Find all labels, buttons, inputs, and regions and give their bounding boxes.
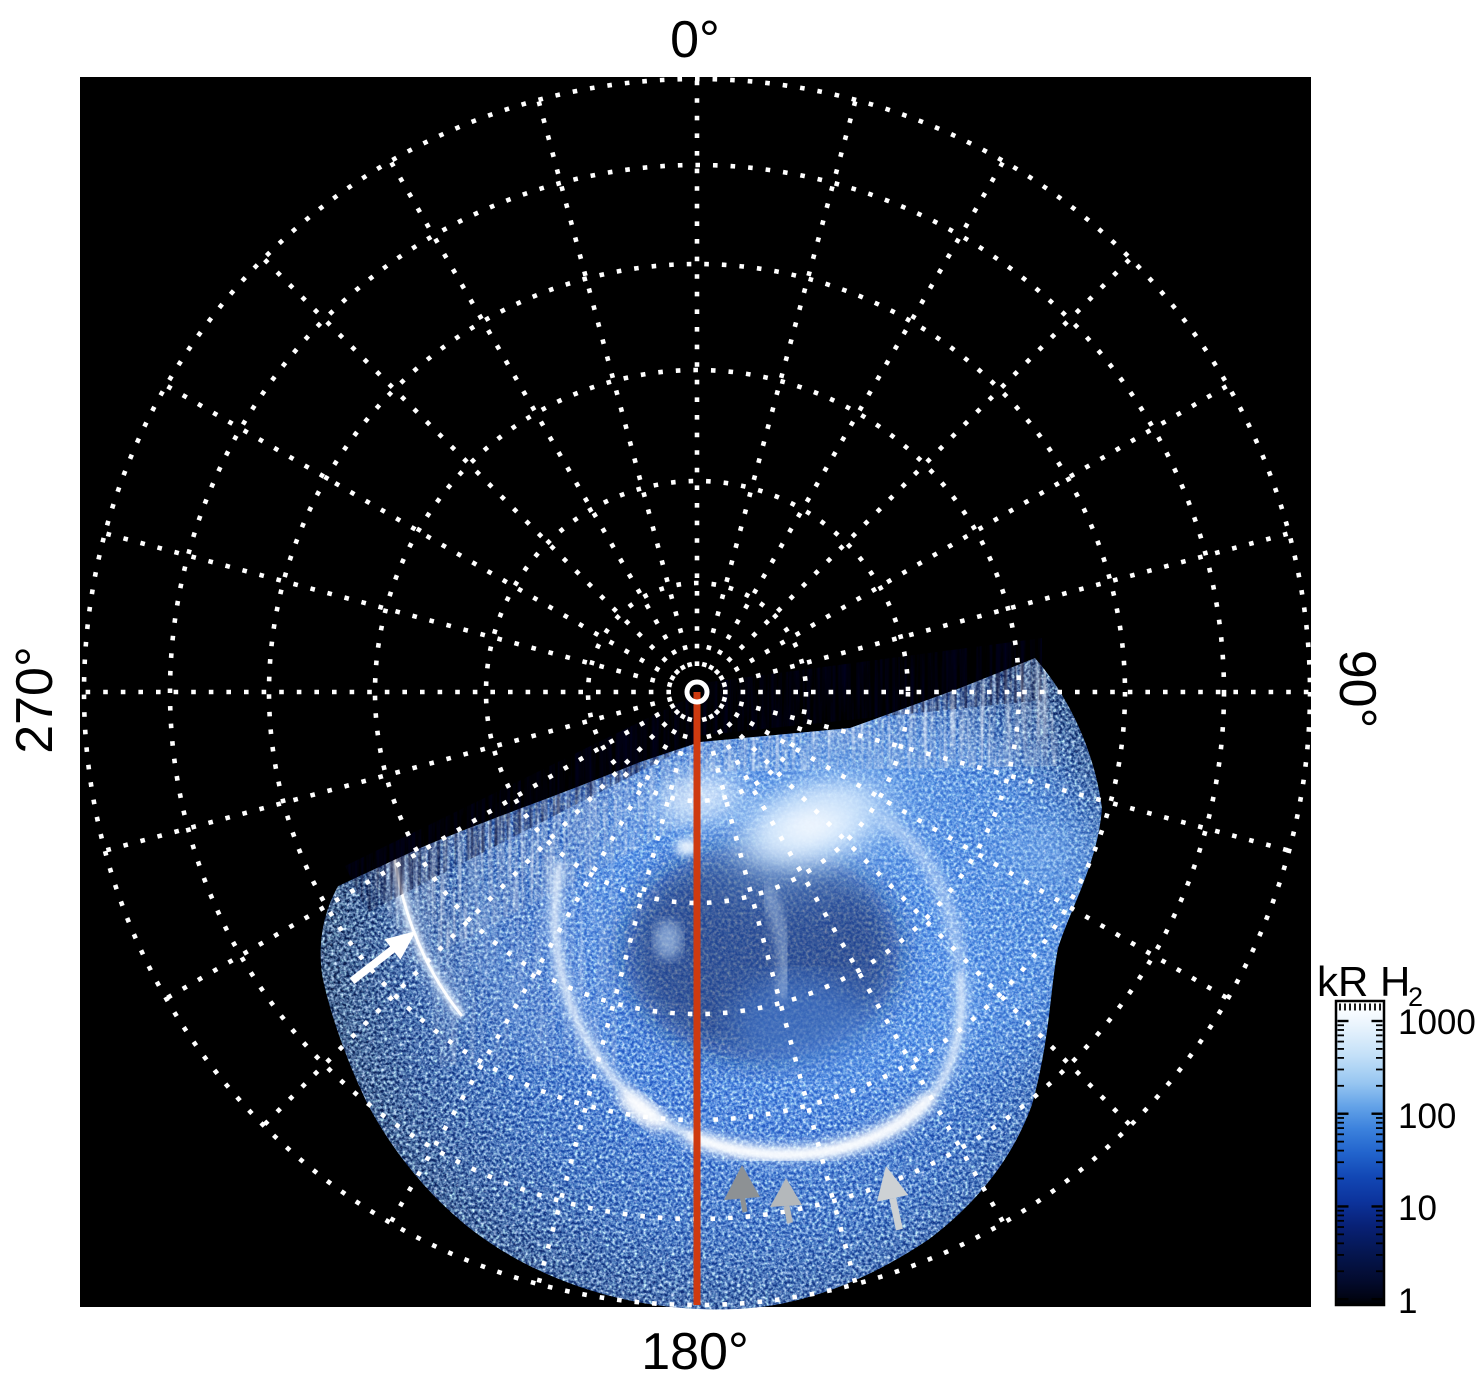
bottom-arrow-gray-icon [770,1178,802,1224]
axis-label-180deg: 180° [641,1323,749,1381]
axis-label-270deg: 270° [6,646,64,754]
aurora-right-arc [878,813,966,969]
colorbar-title: kR H [1317,958,1410,1005]
axis-label-90deg: 90° [1328,650,1386,729]
colorbar-ticks [1337,1003,1383,1301]
aurora-top-faint-arc [664,795,882,831]
colorbar-frame [1334,999,1386,1307]
aurora-patch-lower-mid [730,976,874,1068]
grid-ring [81,76,1313,1308]
grid-ring [585,580,809,804]
colorbar-title-subscript: 2 [1408,982,1423,1012]
pole-marker [684,679,710,705]
dusk-arc-arrow-white-icon [349,931,416,984]
bottom-arrowhead-gray-icon [724,1165,760,1213]
aurora-blob-oval-bottom [618,1090,666,1130]
grid-ring [483,478,911,906]
colorbar-tick-label-100: 100 [1398,1097,1456,1136]
aurora-bottom-bright-arc-core [687,1094,932,1157]
bottom-arrow-light-gray-icon [877,1166,909,1231]
grid-ring [372,367,1022,1017]
axis-label-0deg: 0° [670,11,720,69]
aurora-blob-faint [654,920,682,960]
edge-ragged-mask-left [345,694,697,912]
colorbar-tick-label-10: 10 [1398,1189,1437,1228]
aurora-inner-arc [761,884,791,1000]
colorbar-gradient [1336,1001,1384,1305]
colorbar-tick-label-1: 1 [1398,1282,1417,1321]
annotation-arrows [349,931,909,1231]
colorbar-tick-label-1000: 1000 [1398,1003,1476,1042]
dusk-arc-secondary [465,861,540,1047]
colorbar: kR H 2 1000 100 10 1 [1317,958,1476,1321]
edge-ragged-mask-top [695,638,1042,736]
